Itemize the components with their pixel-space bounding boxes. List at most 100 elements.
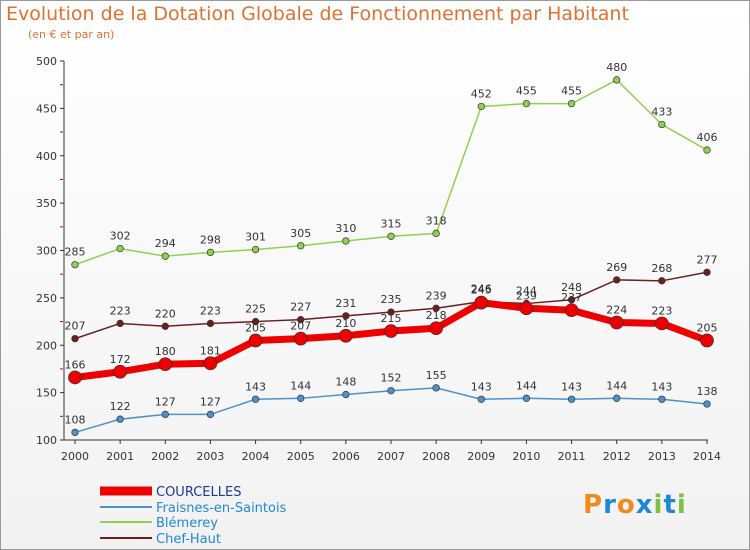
- data-point: [613, 276, 621, 284]
- data-label: 455: [561, 85, 582, 98]
- x-tick-label: 2006: [332, 450, 360, 463]
- data-point: [297, 242, 305, 250]
- y-tick-label: 350: [36, 197, 57, 210]
- legend-label: Fraisnes-en-Saintois: [156, 501, 287, 516]
- data-point: [206, 410, 215, 419]
- data-label: 244: [516, 285, 537, 298]
- data-label: 245: [471, 284, 492, 297]
- data-label: 480: [606, 61, 627, 74]
- data-label: 225: [245, 303, 266, 316]
- data-point: [703, 146, 711, 154]
- data-label: 210: [335, 317, 356, 330]
- data-point: [519, 301, 534, 316]
- data-label: 248: [561, 281, 582, 294]
- data-point: [655, 316, 669, 331]
- x-tick-label: 2004: [242, 450, 270, 463]
- data-label: 138: [697, 385, 718, 398]
- logo-letter: P: [583, 490, 604, 520]
- data-point: [161, 322, 169, 330]
- logo-letter: i: [653, 490, 664, 520]
- x-tick-label: 2009: [467, 450, 495, 463]
- data-point: [251, 317, 260, 326]
- data-label: 127: [155, 395, 176, 408]
- y-tick-label: 300: [36, 245, 57, 258]
- proxiti-logo: Proxiti: [583, 490, 687, 520]
- x-tick-label: 2002: [151, 450, 179, 463]
- data-label: 205: [245, 322, 266, 335]
- data-label: 310: [335, 222, 356, 235]
- data-point: [251, 395, 260, 403]
- data-point: [251, 245, 260, 254]
- legend-label: COURCELLES: [156, 485, 241, 500]
- data-label: 218: [426, 309, 447, 322]
- x-tick-label: 2010: [512, 450, 540, 463]
- data-point: [658, 277, 666, 285]
- data-label: 220: [155, 307, 176, 320]
- data-label: 433: [651, 105, 672, 118]
- data-label: 152: [381, 372, 402, 385]
- data-point: [658, 395, 666, 403]
- data-label: 143: [651, 380, 672, 393]
- data-labels: 108 122 127 127 143 144 148 152 155 143 144 143 144 1…: [65, 61, 718, 426]
- data-point: [700, 333, 714, 348]
- data-point: [613, 76, 621, 84]
- data-label: 172: [110, 353, 131, 366]
- data-point: [71, 261, 79, 269]
- data-label: 166: [65, 358, 86, 371]
- data-label: 181: [200, 344, 221, 357]
- legend-label: Blémerey: [156, 516, 218, 531]
- data-point: [429, 321, 443, 336]
- chart-title: Evolution de la Dotation Globale de Fonc…: [6, 3, 629, 25]
- data-label: 318: [426, 214, 447, 227]
- x-tick-label: 2014: [693, 450, 721, 463]
- logo-letter: r: [603, 490, 617, 520]
- x-tick-label: 2012: [603, 450, 631, 463]
- data-point: [609, 315, 624, 330]
- legend-label: Chef-Haut: [156, 532, 221, 547]
- data-point: [342, 390, 350, 399]
- x-tick-label: 2007: [377, 450, 405, 463]
- y-tick-label: 500: [36, 55, 57, 68]
- data-point: [206, 248, 215, 257]
- data-point: [432, 229, 440, 238]
- data-label: 223: [651, 304, 672, 317]
- data-label: 285: [65, 246, 86, 259]
- data-point: [387, 308, 395, 316]
- data-point: [567, 395, 576, 403]
- data-point: [477, 395, 485, 403]
- data-label: 406: [697, 131, 718, 144]
- data-label: 223: [200, 304, 221, 317]
- data-label: 215: [381, 312, 402, 325]
- data-point: [248, 333, 263, 348]
- data-point: [342, 237, 350, 245]
- data-point: [158, 357, 173, 372]
- axes: 100 150 200 250 300 350 400 450 500 2000 2001 2002 2…: [36, 55, 721, 463]
- x-tick-label: 2005: [287, 450, 315, 463]
- data-point: [703, 400, 711, 408]
- data-label: 180: [155, 345, 176, 358]
- y-tick-label: 100: [36, 434, 57, 447]
- data-label: 127: [200, 395, 221, 408]
- data-label: 315: [381, 217, 402, 230]
- x-tick-label: 2008: [422, 450, 450, 463]
- data-label: 452: [471, 87, 492, 100]
- logo-letter: t: [663, 490, 677, 520]
- data-point: [432, 304, 440, 312]
- data-label: 301: [245, 231, 266, 244]
- data-label: 246: [471, 283, 492, 296]
- data-label: 143: [245, 380, 266, 393]
- data-point: [387, 387, 395, 395]
- data-point: [339, 328, 353, 343]
- data-point: [387, 232, 395, 240]
- data-point: [71, 334, 79, 343]
- x-tick-label: 2001: [106, 450, 134, 463]
- data-point: [522, 99, 531, 108]
- data-point: [522, 394, 531, 402]
- data-label: 122: [110, 400, 131, 413]
- data-label: 144: [290, 379, 311, 392]
- data-point: [206, 319, 215, 328]
- data-label: 237: [561, 291, 582, 304]
- series-layer: [68, 76, 714, 437]
- data-label: 227: [290, 301, 311, 314]
- data-point: [161, 410, 169, 419]
